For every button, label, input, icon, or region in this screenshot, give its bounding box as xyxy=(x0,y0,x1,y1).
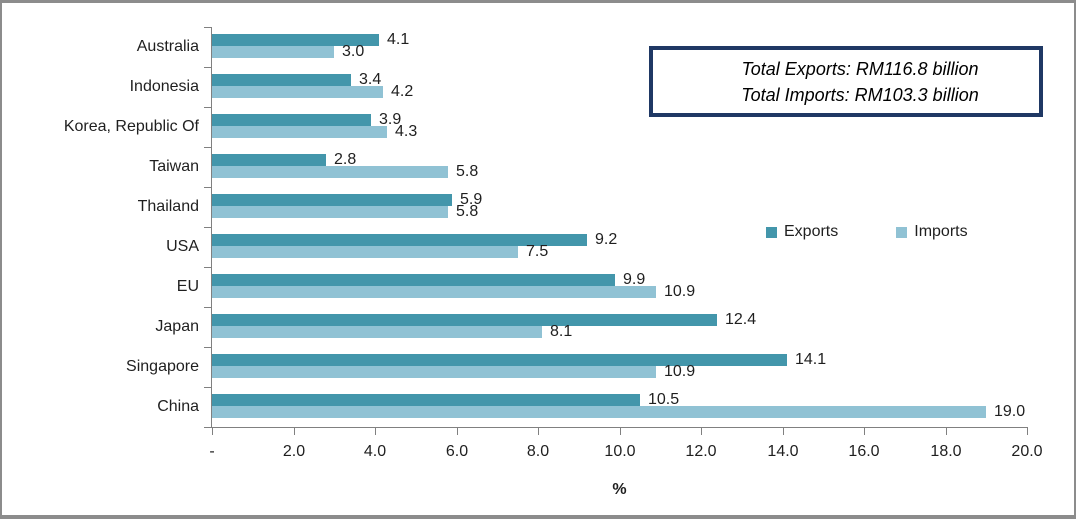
x-tick-label: 4.0 xyxy=(363,443,387,460)
value-label: 2.8 xyxy=(334,151,357,168)
x-tick-label: 8.0 xyxy=(526,443,550,460)
value-label: 3.9 xyxy=(379,111,402,128)
legend-entry-exports: Exports xyxy=(766,223,838,241)
legend: Exports Imports xyxy=(766,223,968,241)
bar-exports-korea-republic-of xyxy=(212,114,371,126)
bar-imports-indonesia xyxy=(212,86,383,98)
x-tick xyxy=(375,428,376,435)
bar-exports-usa xyxy=(212,234,587,246)
x-tick xyxy=(212,428,213,435)
x-tick-label: 20.0 xyxy=(1011,443,1043,460)
value-label: 4.2 xyxy=(391,83,414,100)
bar-exports-japan xyxy=(212,314,717,326)
category-label: EU xyxy=(176,278,199,295)
bar-exports-australia xyxy=(212,34,379,46)
value-label: 5.9 xyxy=(460,191,483,208)
bar-imports-australia xyxy=(212,46,334,58)
category-tick xyxy=(204,27,212,28)
category-label: Singapore xyxy=(126,358,199,375)
value-label: 14.1 xyxy=(795,351,827,368)
category-label: Australia xyxy=(136,38,199,55)
value-label: 8.1 xyxy=(550,323,573,340)
x-tick-label: 10.0 xyxy=(604,443,636,460)
value-label: 3.0 xyxy=(342,43,365,60)
category-label: Indonesia xyxy=(129,78,199,95)
category-tick xyxy=(204,427,212,428)
x-axis-line xyxy=(204,427,1028,428)
bar-imports-taiwan xyxy=(212,166,448,178)
bar-imports-korea-republic-of xyxy=(212,126,387,138)
x-tick-label: 6.0 xyxy=(445,443,469,460)
category-tick xyxy=(204,107,212,108)
category-tick xyxy=(204,267,212,268)
category-tick xyxy=(204,307,212,308)
value-label: 4.1 xyxy=(387,31,410,48)
bar-imports-japan xyxy=(212,326,542,338)
x-tick-label: 12.0 xyxy=(685,443,717,460)
bar-exports-eu xyxy=(212,274,615,286)
value-label: 10.9 xyxy=(664,363,696,380)
category-tick xyxy=(204,387,212,388)
x-tick xyxy=(701,428,702,435)
category-tick xyxy=(204,147,212,148)
bar-imports-eu xyxy=(212,286,656,298)
category-label: China xyxy=(157,398,199,415)
value-label: 3.4 xyxy=(359,71,382,88)
category-tick xyxy=(204,187,212,188)
value-label: 12.4 xyxy=(725,311,757,328)
bar-exports-taiwan xyxy=(212,154,326,166)
category-tick xyxy=(204,67,212,68)
x-tick xyxy=(946,428,947,435)
x-tick xyxy=(457,428,458,435)
x-tick-label: - xyxy=(209,443,215,460)
value-label: 9.2 xyxy=(595,231,618,248)
x-tick-label: 18.0 xyxy=(930,443,962,460)
x-tick xyxy=(1027,428,1028,435)
value-label: 5.8 xyxy=(456,163,479,180)
value-label: 4.3 xyxy=(395,123,418,140)
totals-exports-line: Total Exports: RM116.8 billion xyxy=(741,58,979,79)
bar-imports-china xyxy=(212,406,986,418)
value-label: 9.9 xyxy=(623,271,646,288)
totals-annotation-box: Total Exports: RM116.8 billion Total Imp… xyxy=(649,46,1043,117)
category-label: Korea, Republic Of xyxy=(63,118,199,135)
x-axis-title: % xyxy=(612,481,627,498)
bar-exports-thailand xyxy=(212,194,452,206)
x-tick-label: 16.0 xyxy=(848,443,880,460)
value-label: 10.5 xyxy=(648,391,680,408)
category-label: Japan xyxy=(155,318,199,335)
category-label: Thailand xyxy=(137,198,199,215)
totals-imports-line: Total Imports: RM103.3 billion xyxy=(741,84,979,105)
x-tick xyxy=(864,428,865,435)
x-tick xyxy=(620,428,621,435)
imports-swatch-icon xyxy=(896,226,908,238)
legend-imports-label: Imports xyxy=(914,223,968,240)
category-label: Taiwan xyxy=(149,158,199,175)
value-label: 5.8 xyxy=(456,203,479,220)
legend-entry-imports: Imports xyxy=(896,223,968,241)
value-label: 10.9 xyxy=(664,283,696,300)
legend-exports-label: Exports xyxy=(784,223,839,240)
bar-exports-indonesia xyxy=(212,74,351,86)
x-tick xyxy=(294,428,295,435)
x-tick-label: 2.0 xyxy=(282,443,306,460)
exports-swatch-icon xyxy=(766,226,777,238)
category-tick xyxy=(204,347,212,348)
bar-imports-singapore xyxy=(212,366,656,378)
value-label: 19.0 xyxy=(994,403,1026,420)
value-label: 7.5 xyxy=(526,243,549,260)
bar-exports-china xyxy=(212,394,640,406)
bar-imports-usa xyxy=(212,246,518,258)
x-tick-label: 14.0 xyxy=(767,443,799,460)
category-tick xyxy=(204,227,212,228)
x-tick xyxy=(538,428,539,435)
bar-imports-thailand xyxy=(212,206,448,218)
category-label: USA xyxy=(166,238,199,255)
bar-exports-singapore xyxy=(212,354,787,366)
x-tick xyxy=(783,428,784,435)
